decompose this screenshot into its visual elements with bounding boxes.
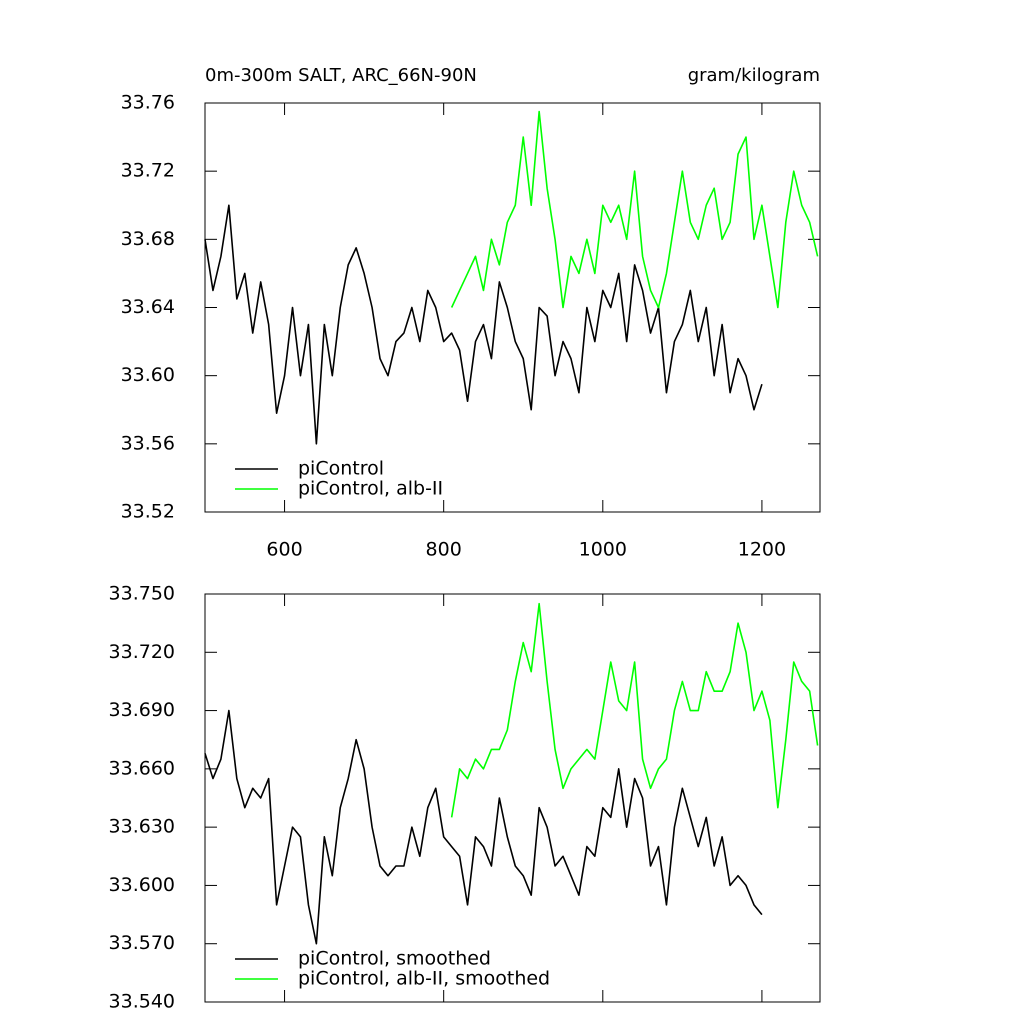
y-tick-label: 33.570 — [109, 932, 175, 954]
y-tick-label: 33.600 — [109, 874, 175, 896]
legend-label: piControl, smoothed — [298, 948, 491, 970]
data-line — [450, 110, 819, 309]
y-tick-label: 33.60 — [121, 364, 175, 386]
x-tick-label: 600 — [266, 539, 302, 561]
x-tick-label: 800 — [426, 539, 462, 561]
y-tick-label: 33.660 — [109, 757, 175, 779]
units-label: gram/kilogram — [688, 65, 820, 86]
data-line — [204, 204, 763, 445]
y-tick-label: 33.68 — [121, 228, 175, 250]
data-line — [450, 602, 819, 818]
chart-title: 0m-300m SALT, ARC_66N-90N — [205, 65, 477, 86]
y-tick-label: 33.630 — [109, 816, 175, 838]
x-tick-label: 1000 — [579, 539, 627, 561]
legend-label: piControl — [298, 458, 384, 480]
y-tick-label: 33.52 — [121, 501, 175, 523]
plot-frame — [204, 593, 821, 1003]
plot-frame — [204, 102, 821, 513]
y-tick-label: 33.56 — [121, 432, 175, 454]
y-tick-label: 33.690 — [109, 699, 175, 721]
y-tick-label: 33.72 — [121, 160, 175, 182]
y-tick-label: 33.750 — [109, 583, 175, 605]
legend-label: piControl, alb-II, smoothed — [298, 968, 550, 990]
y-tick-label: 33.64 — [121, 296, 175, 318]
legend-label: piControl, alb-II — [298, 478, 443, 500]
y-tick-label: 33.540 — [109, 991, 175, 1013]
x-tick-label: 1200 — [738, 539, 786, 561]
y-tick-label: 33.720 — [109, 641, 175, 663]
data-line — [204, 709, 763, 945]
y-tick-label: 33.76 — [121, 92, 175, 114]
